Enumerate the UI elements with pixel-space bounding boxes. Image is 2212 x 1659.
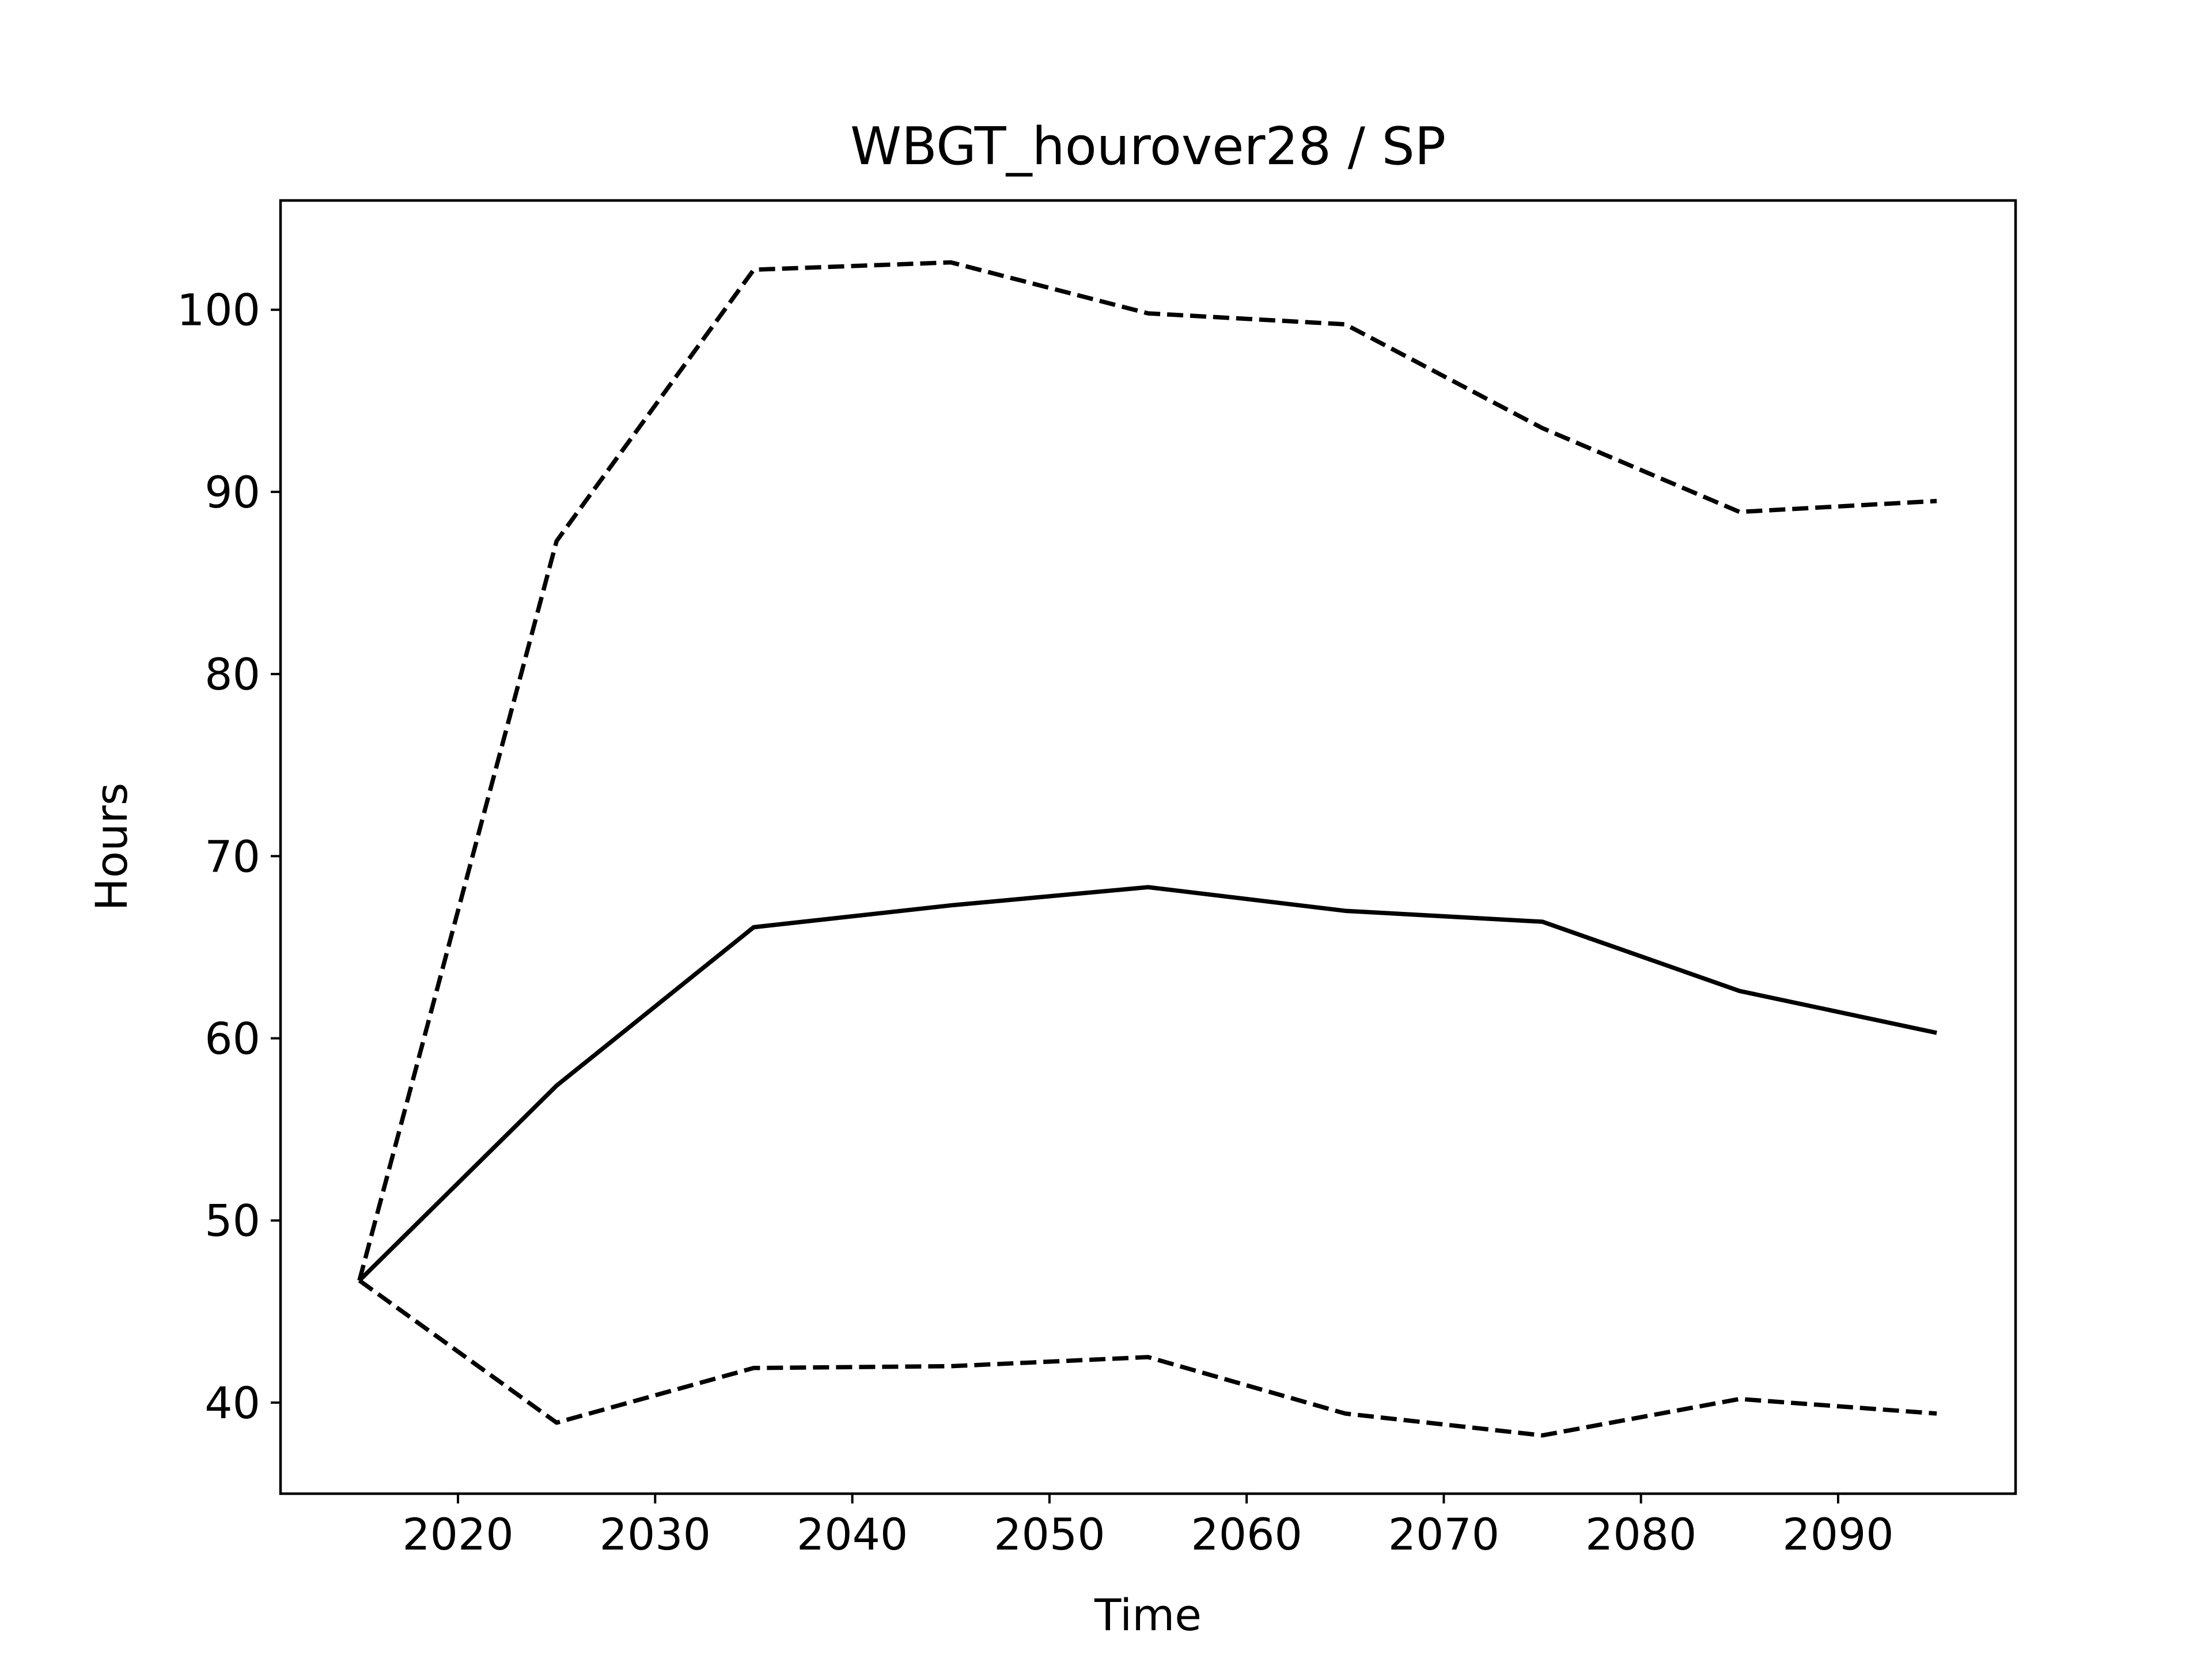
x-axis-label: Time — [1094, 1589, 1202, 1641]
series-line-1 — [358, 885, 1937, 1282]
y-tick-label: 100 — [177, 285, 260, 336]
x-tick-label: 2070 — [1388, 1509, 1499, 1560]
x-tick-label: 2020 — [402, 1509, 513, 1560]
plot-frame — [279, 199, 2017, 1495]
y-tick-label: 90 — [204, 467, 260, 518]
y-tick-label: 60 — [204, 1013, 260, 1065]
x-tick-label: 2060 — [1191, 1509, 1302, 1560]
x-tick-label: 2090 — [1782, 1509, 1893, 1560]
series-line-2 — [357, 260, 1937, 1281]
chart-title: WBGT_hourover28 / SP — [850, 116, 1446, 177]
y-tick-label: 80 — [204, 649, 260, 700]
x-tick-label: 2040 — [797, 1509, 908, 1560]
x-tick-label: 2050 — [994, 1509, 1105, 1560]
y-tick-label: 40 — [204, 1377, 260, 1429]
y-tick-label: 50 — [204, 1195, 260, 1247]
y-tick-label: 70 — [204, 831, 260, 882]
x-tick-label: 2030 — [600, 1509, 711, 1560]
x-tick-label: 2080 — [1585, 1509, 1696, 1560]
y-axis-label: Hours — [86, 783, 137, 911]
series-line-3 — [358, 1278, 1937, 1438]
